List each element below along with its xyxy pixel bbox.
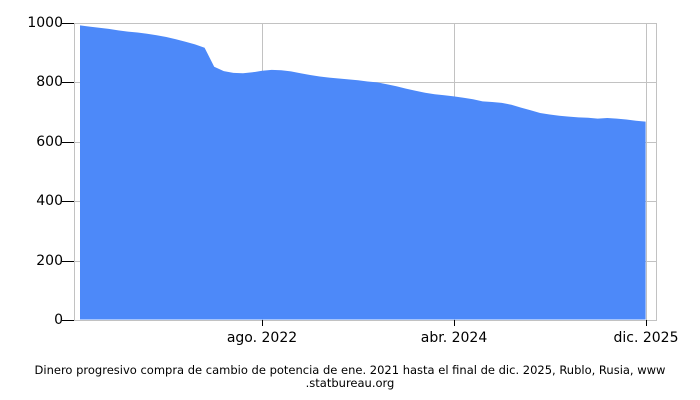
caption-line-2: .statbureau.org [305,376,395,390]
y-axis-label-400: 400 [36,193,63,209]
y-axis-label-600: 600 [36,134,63,150]
y-axis-label-200: 200 [36,253,63,269]
x-axis-label-ago-2022: ago. 2022 [226,330,298,346]
area-series [80,25,646,320]
y-axis-label-1000: 1000 [27,15,63,31]
y-axis-label-800: 800 [36,74,63,90]
area-chart-svg [62,23,657,326]
y-axis-label-0: 0 [54,312,63,328]
plot-border [74,23,657,321]
x-axis-label-dic-2025: dic. 2025 [613,330,679,346]
caption-line-1: Dinero progresivo compra de cambio de po… [34,363,666,377]
chart-caption: Dinero progresivo compra de cambio de po… [0,364,700,390]
x-axis-label-abr-2024: abr. 2024 [420,330,488,346]
